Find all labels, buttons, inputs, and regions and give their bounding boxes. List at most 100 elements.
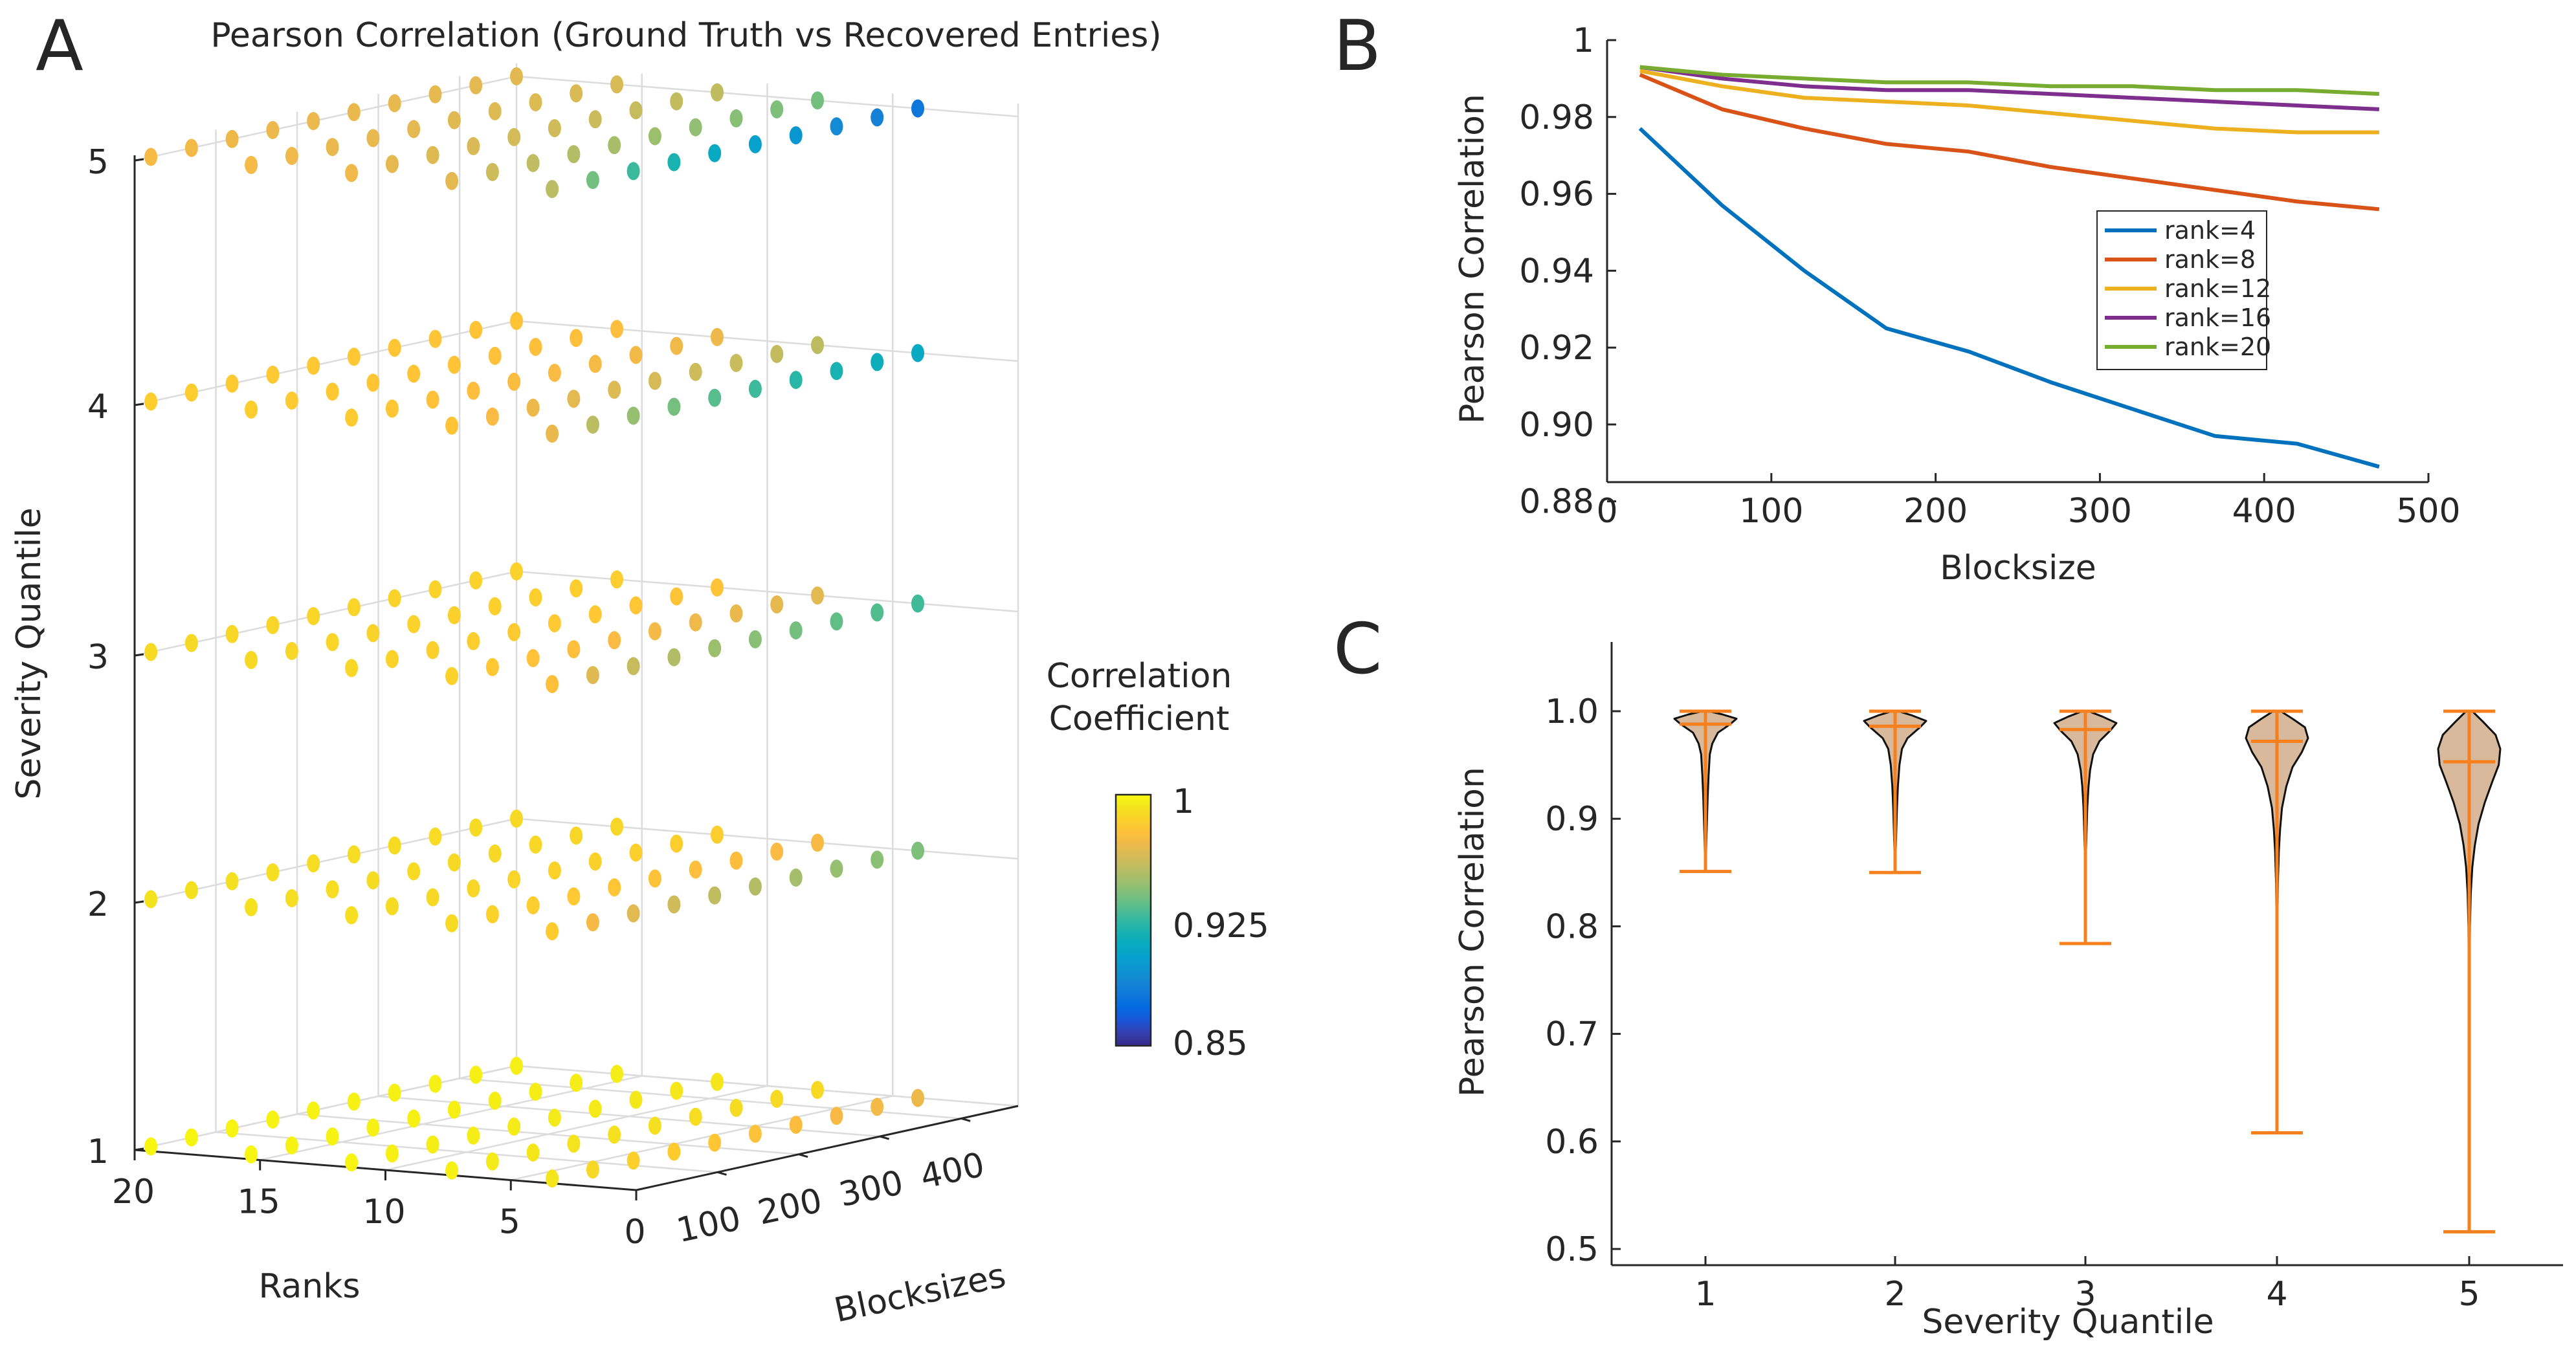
scatter-point: [225, 1119, 239, 1138]
scatter-point: [627, 904, 640, 923]
scatter-point: [548, 1109, 561, 1127]
scatter-point: [307, 854, 320, 873]
scatter-point: [546, 922, 559, 941]
scatter-point: [811, 586, 824, 605]
scatter-point: [830, 1107, 843, 1125]
blocksize-tick-label: 400: [917, 1145, 988, 1197]
scatter-point: [407, 1109, 421, 1128]
scatter-point: [586, 1160, 599, 1179]
scatter-point: [366, 624, 380, 643]
scatter-point: [225, 129, 239, 148]
scatter-point: [548, 614, 561, 633]
scatter-point: [546, 675, 559, 694]
scatter-point: [469, 320, 483, 339]
scatter-point: [629, 101, 643, 120]
scatter-point: [488, 102, 502, 120]
scatter-point: [388, 836, 401, 855]
scatter-point: [871, 1098, 884, 1116]
z-tick-label: 5: [87, 143, 109, 182]
scatter-point: [245, 400, 258, 419]
y-tick-label: 0.9: [1545, 800, 1599, 839]
scatter-point: [648, 869, 661, 888]
colorbar: [1115, 793, 1152, 1047]
scatter-point: [770, 100, 784, 118]
z-tick-label: 3: [87, 638, 109, 677]
scatter-point: [407, 862, 421, 881]
scatter-point: [667, 1142, 681, 1161]
scatter-point: [871, 353, 884, 371]
z-tick: [134, 900, 144, 904]
scatter-point: [811, 336, 824, 355]
scatter-point: [366, 129, 380, 148]
scatter-point: [144, 890, 158, 909]
scatter-point: [546, 425, 559, 443]
scatter-point: [347, 598, 361, 617]
rank-tick-label: 20: [112, 1173, 155, 1211]
scatter-point: [529, 93, 542, 112]
x-axis-label: Blocksize: [1940, 549, 2096, 588]
blocksize-tick-label: 300: [836, 1164, 907, 1215]
y-tick-label: 1: [1573, 21, 1594, 60]
scatter-point: [830, 362, 843, 381]
scatter-point: [748, 1124, 762, 1143]
scatter-point: [184, 383, 198, 402]
scatter-point: [748, 379, 762, 398]
scatter-point: [667, 397, 681, 416]
scatter-point: [388, 94, 401, 113]
scatter-point: [689, 362, 702, 381]
scatter-point: [830, 117, 843, 136]
x-tick-label: 100: [1739, 492, 1803, 531]
scatter-point: [266, 863, 280, 881]
blocksize-tick-label: 100: [673, 1199, 744, 1250]
x-tick-label: 1: [1694, 1275, 1716, 1314]
scatter-point: [326, 633, 339, 652]
scatter-point: [526, 154, 540, 172]
scatter-point: [485, 657, 499, 676]
scatter-point: [830, 612, 843, 631]
scatter-point: [347, 103, 361, 122]
legend-label: rank=4: [2164, 216, 2256, 245]
legend-label: rank=8: [2164, 245, 2256, 274]
scatter-point: [426, 641, 439, 659]
scatter-point: [789, 621, 803, 640]
blocksize-axis: [636, 1105, 1019, 1191]
rank-tick-label: 10: [362, 1193, 405, 1232]
scatter-point: [285, 889, 298, 907]
scatter-point: [507, 127, 521, 146]
scatter-point: [428, 85, 442, 104]
blocksize-tick-label: 200: [755, 1181, 826, 1232]
scatter-point: [610, 320, 623, 338]
scatter-point: [345, 164, 359, 182]
scatter-point: [811, 1081, 824, 1099]
scatter-point: [184, 881, 198, 900]
scatter-point: [770, 1090, 784, 1108]
scatter-point: [225, 872, 239, 890]
scatter-point: [830, 859, 843, 878]
scatter-point: [510, 312, 523, 330]
blocksize-tick: [880, 1135, 890, 1140]
scatter-point: [467, 879, 480, 898]
scatter-point: [285, 392, 298, 410]
scatter-point: [667, 895, 681, 914]
scatter-point: [708, 388, 722, 407]
scatter-point: [689, 613, 702, 632]
scatter-point: [610, 817, 623, 836]
scatter-point: [144, 1137, 158, 1156]
legend-label: rank=20: [2164, 333, 2271, 361]
scatter-point: [588, 605, 602, 624]
scatter-point: [347, 1092, 361, 1111]
scatter-point: [670, 834, 683, 853]
floor-gridline: [134, 1065, 517, 1151]
y-tick-label: 0.7: [1545, 1015, 1599, 1054]
scatter-point: [485, 407, 499, 426]
scatter-point: [388, 338, 401, 357]
scatter-point: [245, 155, 258, 174]
scatter-point: [586, 913, 599, 932]
y-tick-label: 0.92: [1519, 329, 1594, 368]
scatter-point: [266, 366, 280, 384]
rank-axis-label: Ranks: [258, 1267, 360, 1306]
scatter-point: [570, 1074, 583, 1092]
scatter-point: [546, 1169, 559, 1188]
scatter-point: [648, 1116, 661, 1135]
